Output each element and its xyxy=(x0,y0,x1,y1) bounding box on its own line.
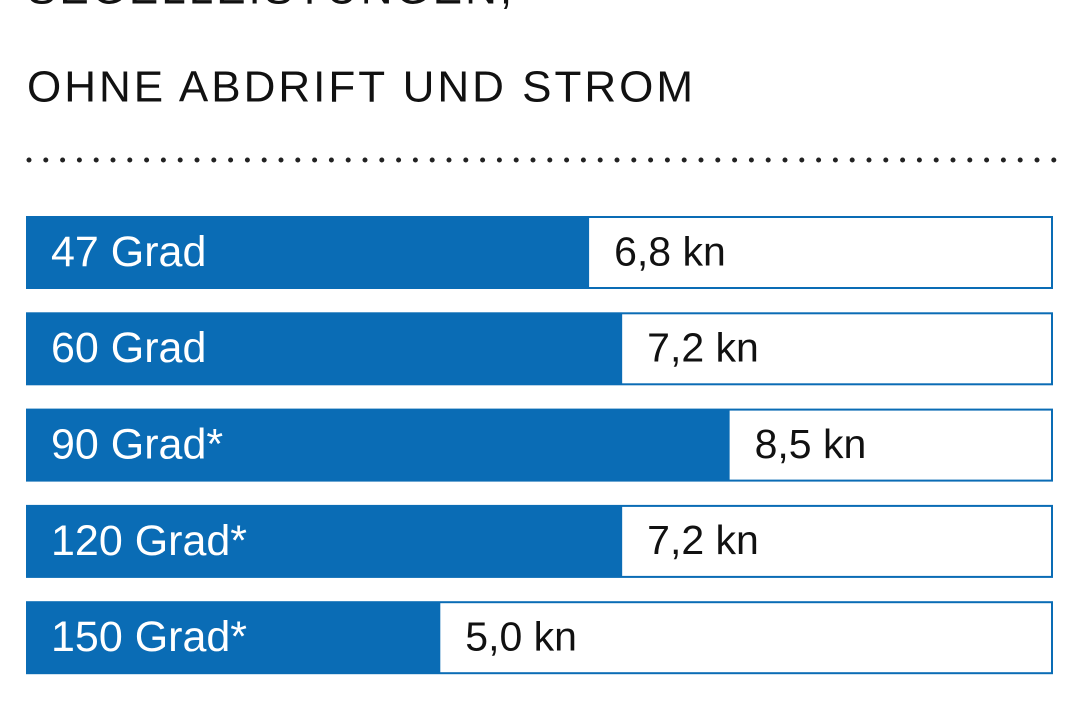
bar xyxy=(27,505,623,577)
bar xyxy=(27,602,441,674)
category-label: 120 Grad* xyxy=(51,517,247,565)
category-label: 150 Grad* xyxy=(51,613,247,661)
bar xyxy=(27,313,623,385)
bar xyxy=(27,217,590,288)
category-label: 60 Grad xyxy=(51,324,206,372)
category-label: 47 Grad xyxy=(51,228,206,276)
value-label: 6,8 kn xyxy=(614,228,726,274)
value-label: 7,2 kn xyxy=(647,325,759,371)
category-label: 90 Grad* xyxy=(51,420,223,468)
chart-title: SEGELLEISTUNGEN, xyxy=(27,0,515,14)
value-label: 5,0 kn xyxy=(465,614,577,660)
value-label: 7,2 kn xyxy=(647,517,759,563)
value-label: 8,5 kn xyxy=(755,421,867,467)
chart-subtitle: OHNE ABDRIFT UND STROM xyxy=(27,63,696,112)
bar xyxy=(27,409,730,481)
